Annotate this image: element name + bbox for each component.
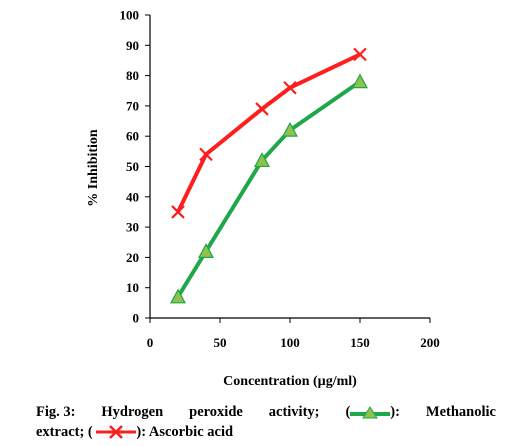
- caption-paren: (: [345, 404, 351, 420]
- y-tick-label: 20: [126, 250, 139, 265]
- x-axis-title: Concentration (µg/ml): [223, 374, 357, 389]
- y-axis-title: % Inhibition: [86, 129, 101, 207]
- caption-line-2: extract; ( ): Ascorbic acid: [36, 422, 496, 442]
- data-point-methanolic: [253, 152, 271, 168]
- x-tick-label: 50: [214, 335, 227, 350]
- y-tick-label: 50: [126, 159, 139, 174]
- x-tick-label: 100: [280, 335, 300, 350]
- data-point-methanolic: [351, 73, 369, 89]
- data-point-methanolic: [281, 121, 299, 137]
- chart-axes: 0 10 20 30 40 50 60 70 80 90 100 0 50 100 150 200: [120, 8, 440, 351]
- triangle-marker-icon: [350, 405, 391, 419]
- caption-word: activity;: [268, 404, 320, 420]
- caption-word: peroxide: [189, 404, 243, 420]
- caption-line-1: Fig. 3: Hydrogen peroxide activity; ( ):…: [36, 402, 496, 422]
- y-tick-label: 40: [126, 189, 139, 204]
- y-tick-label: 80: [126, 68, 139, 83]
- caption-paren: ):: [390, 404, 400, 420]
- y-tick-label: 60: [126, 129, 139, 144]
- data-point-ascorbic: [171, 205, 185, 219]
- data-point-ascorbic: [199, 147, 213, 162]
- x-tick-label: 200: [420, 335, 440, 350]
- y-tick-label: 10: [126, 280, 139, 295]
- caption-legend-methanolic: ( ):: [345, 402, 400, 422]
- data-point-ascorbic: [255, 102, 269, 116]
- y-tick-label: 100: [120, 8, 140, 23]
- x-tick-label: 0: [147, 335, 154, 350]
- series-line-ascorbic: [176, 52, 361, 213]
- x-tick-label: 150: [350, 335, 370, 350]
- y-tick-label: 0: [133, 311, 140, 326]
- data-point-ascorbic: [353, 47, 367, 62]
- series-markers: [169, 47, 369, 304]
- caption-fig-label: Fig. 3:: [36, 404, 76, 420]
- y-tick-label: 90: [126, 38, 139, 53]
- data-point-methanolic: [169, 288, 187, 304]
- caption-legend-ascorbic-label: ): Ascorbic acid: [136, 424, 234, 440]
- y-tick-label: 30: [126, 220, 139, 235]
- cross-marker-icon: [96, 425, 137, 439]
- caption-word: Methanolic: [425, 404, 496, 420]
- data-point-methanolic: [197, 243, 215, 258]
- caption-word: Hydrogen: [101, 404, 164, 420]
- figure-caption: Fig. 3: Hydrogen peroxide activity; ( ):…: [36, 402, 496, 442]
- caption-word: extract;: [36, 424, 85, 440]
- y-tick-label: 70: [126, 98, 139, 113]
- data-point-ascorbic: [283, 80, 297, 95]
- line-chart: 0 10 20 30 40 50 60 70 80 90 100 0 50 100 150 200 Conce…: [86, 8, 440, 390]
- series-lines: [176, 52, 362, 298]
- caption-paren: (: [87, 424, 93, 440]
- series-line-methanolic: [176, 80, 362, 298]
